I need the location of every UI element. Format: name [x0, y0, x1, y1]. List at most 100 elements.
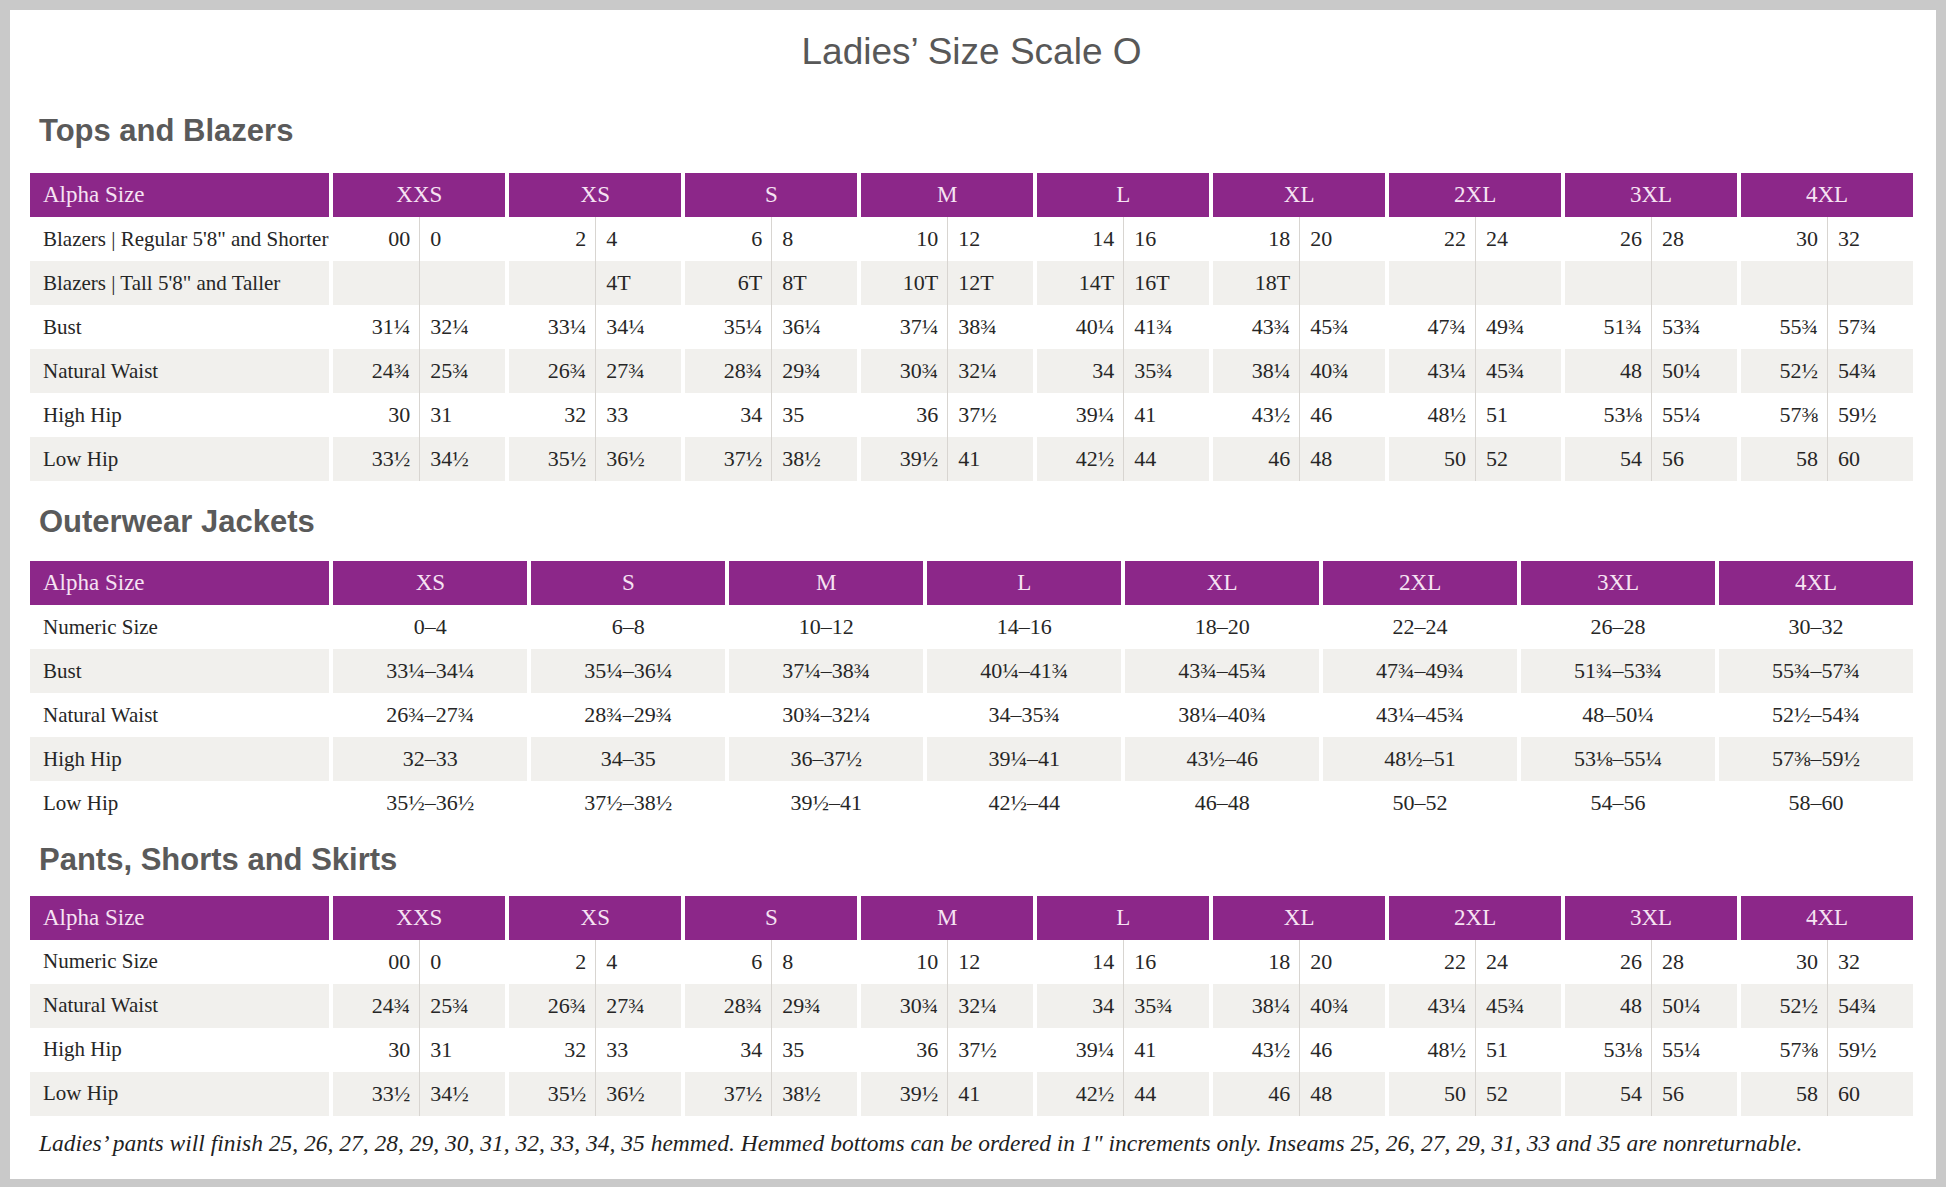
- size-value: 38½: [771, 1072, 857, 1116]
- size-value: 32¼: [419, 305, 505, 349]
- size-value: 53⅛: [1565, 393, 1651, 437]
- row-label: High Hip: [30, 1028, 329, 1072]
- size-value: 30: [333, 393, 419, 437]
- size-value-pair: 48½51: [1389, 393, 1561, 437]
- size-value: 31: [419, 393, 505, 437]
- size-value: 16: [1123, 940, 1209, 984]
- size-value: 54: [1565, 1072, 1651, 1116]
- size-value-pair: 3032: [1741, 217, 1913, 261]
- size-value-pair: 5052: [1389, 1072, 1561, 1116]
- size-value: 22: [1389, 940, 1475, 984]
- size-value-range: 55¾–57¾: [1719, 649, 1913, 693]
- alpha-size-corner-label: Alpha Size: [30, 561, 329, 605]
- size-value-range: 48½–51: [1323, 737, 1517, 781]
- size-value: 44: [1123, 1072, 1209, 1116]
- size-value-pair: 26¾27¾: [509, 349, 681, 393]
- size-value: 46: [1299, 393, 1385, 437]
- size-value-pair: 35½36½: [509, 437, 681, 481]
- row-label: Blazers | Regular 5'8" and Shorter: [30, 217, 329, 261]
- size-value: 40¾: [1299, 984, 1385, 1028]
- size-value-pair: 52½54¾: [1741, 984, 1913, 1028]
- size-value-pair: 4850¼: [1565, 349, 1737, 393]
- size-value: 35: [771, 393, 857, 437]
- alpha-size-header-4xl: 4XL: [1741, 173, 1913, 217]
- row-label: Natural Waist: [30, 693, 329, 737]
- size-value: 10: [861, 217, 947, 261]
- size-value-range: 53⅛–55¼: [1521, 737, 1715, 781]
- size-value-range: 47¾–49¾: [1323, 649, 1517, 693]
- size-value: 44: [1123, 437, 1209, 481]
- size-value-pair: [333, 261, 505, 305]
- size-value-range: 18–20: [1125, 605, 1319, 649]
- size-value: 20: [1299, 940, 1385, 984]
- size-value: 48½: [1389, 1028, 1475, 1072]
- size-value: 34½: [419, 437, 505, 481]
- alpha-size-header-s: S: [685, 173, 857, 217]
- size-value-pair: 57⅜59½: [1741, 1028, 1913, 1072]
- size-value-pair: 28¾29¾: [685, 349, 857, 393]
- size-value: 0: [419, 940, 505, 984]
- size-value-pair: 43½46: [1213, 393, 1385, 437]
- size-value: 37¼: [861, 305, 947, 349]
- table-row: Natural Waist26¾–27¾28¾–29¾30¾–32¼34–35¾…: [30, 693, 1913, 737]
- size-value-range: 30¾–32¼: [729, 693, 923, 737]
- size-value: 27¾: [595, 349, 681, 393]
- alpha-size-header-m: M: [861, 173, 1033, 217]
- size-value: 31: [419, 1028, 505, 1072]
- row-label: Blazers | Tall 5'8" and Taller: [30, 261, 329, 305]
- size-value: 43½: [1213, 393, 1299, 437]
- size-value: 55¼: [1651, 1028, 1737, 1072]
- size-value-pair: 39¼41: [1037, 1028, 1209, 1072]
- size-value: 30: [1741, 940, 1827, 984]
- size-value-pair: 4T: [509, 261, 681, 305]
- size-value-range: 43¼–45¾: [1323, 693, 1517, 737]
- size-value-pair: 39½41: [861, 1072, 1033, 1116]
- size-value-pair: 1820: [1213, 217, 1385, 261]
- size-value: 41: [947, 437, 1033, 481]
- size-value: 8: [771, 940, 857, 984]
- size-value: 32¼: [947, 349, 1033, 393]
- size-value: 40¼: [1037, 305, 1123, 349]
- row-label: Low Hip: [30, 781, 329, 825]
- size-value: 53⅛: [1565, 1028, 1651, 1072]
- alpha-size-header-xs: XS: [509, 896, 681, 940]
- size-value-pair: 3435: [685, 1028, 857, 1072]
- size-table-pants-shorts-and-skirts: Alpha SizeXXSXSSMLXL2XL3XL4XLNumeric Siz…: [30, 896, 1913, 1116]
- alpha-size-header-l: L: [1037, 896, 1209, 940]
- alpha-size-header-2xl: 2XL: [1389, 896, 1561, 940]
- size-value: 36½: [595, 1072, 681, 1116]
- size-value: 36: [861, 1028, 947, 1072]
- table-row: High Hip3031323334353637½39¼4143½4648½51…: [30, 1028, 1913, 1072]
- section-heading-outerwear-jackets: Outerwear Jackets: [39, 504, 1913, 540]
- size-value: 40¾: [1299, 349, 1385, 393]
- size-value-range: 6–8: [531, 605, 725, 649]
- size-value-range: 39½–41: [729, 781, 923, 825]
- alpha-size-header-4xl: 4XL: [1741, 896, 1913, 940]
- size-value: 0: [419, 217, 505, 261]
- size-value-pair: 51¾53¾: [1565, 305, 1737, 349]
- size-value: 34½: [419, 1072, 505, 1116]
- size-value-pair: 5456: [1565, 1072, 1737, 1116]
- size-value-range: 14–16: [927, 605, 1121, 649]
- row-label: Bust: [30, 649, 329, 693]
- size-value-range: 50–52: [1323, 781, 1517, 825]
- size-value-pair: 53⅛55¼: [1565, 1028, 1737, 1072]
- alpha-size-header-2xl: 2XL: [1389, 173, 1561, 217]
- size-value: 46: [1213, 1072, 1299, 1116]
- size-value-range: 48–50¼: [1521, 693, 1715, 737]
- size-value: 32: [1827, 217, 1913, 261]
- size-value: [333, 261, 419, 305]
- size-value-pair: 57⅜59½: [1741, 393, 1913, 437]
- size-value-pair: 28¾29¾: [685, 984, 857, 1028]
- size-value: 56: [1651, 1072, 1737, 1116]
- size-value: 41: [947, 1072, 1033, 1116]
- size-value: 34: [1037, 349, 1123, 393]
- size-value: 24¾: [333, 349, 419, 393]
- section-heading-pants-shorts-and-skirts: Pants, Shorts and Skirts: [39, 842, 1913, 878]
- size-value: 18T: [1213, 261, 1299, 305]
- size-value-pair: 3031: [333, 1028, 505, 1072]
- size-value: [509, 261, 595, 305]
- size-value: 38½: [771, 437, 857, 481]
- alpha-size-header-l: L: [927, 561, 1121, 605]
- size-value: 43¼: [1389, 984, 1475, 1028]
